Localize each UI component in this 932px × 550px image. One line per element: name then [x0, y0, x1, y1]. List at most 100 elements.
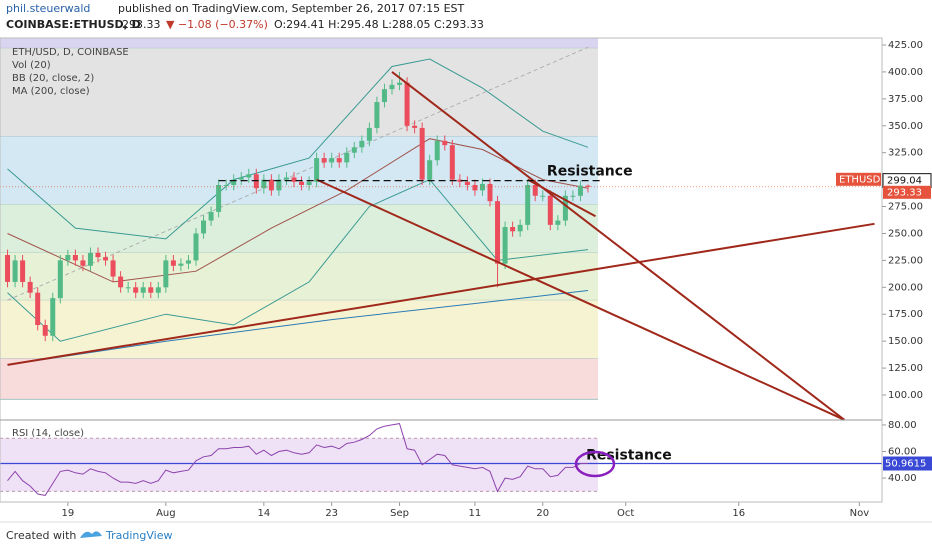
indicator-line — [7, 178, 589, 342]
candle-body — [314, 158, 320, 182]
candle-body — [103, 257, 109, 261]
candle-body — [351, 147, 357, 153]
candle-body — [442, 140, 448, 146]
candle-body — [404, 82, 410, 126]
candle-body — [246, 174, 252, 178]
fib-band — [0, 136, 598, 205]
x-tick-label: 16 — [732, 508, 745, 519]
indicator-line — [7, 138, 589, 283]
candle-body — [336, 158, 342, 163]
y-tick-label: 200.00 — [888, 282, 923, 293]
candle-body — [525, 185, 531, 225]
y-tick-label: 400.00 — [888, 67, 923, 78]
candle-body — [321, 158, 327, 163]
candle-body — [329, 158, 335, 163]
candle-body — [231, 179, 237, 186]
candle-body — [80, 260, 86, 266]
rsi-title: RSI (14, close) — [12, 428, 84, 439]
author: phil.steuerwald — [6, 2, 90, 15]
candle-body — [133, 287, 139, 293]
candle-body — [170, 260, 176, 266]
y-tick-label: 100.00 — [888, 390, 923, 401]
price-box-label: 299.04 — [887, 176, 922, 187]
candle-body — [87, 252, 93, 266]
candle-body — [72, 255, 78, 261]
candle-body — [570, 195, 576, 197]
candle-body — [201, 220, 207, 234]
y-tick-label: 60.00 — [888, 446, 917, 457]
candle-body — [208, 211, 214, 221]
candle-body — [487, 183, 493, 202]
candle-body — [502, 227, 508, 264]
candle-body — [457, 179, 463, 182]
candle-body — [57, 260, 63, 299]
price-pane: 100.00 125.00 150.00 175.00 200.00 225.00 250.… — [0, 38, 932, 519]
candle-body — [283, 177, 289, 180]
candle-body — [193, 233, 199, 261]
candle-body — [540, 195, 546, 197]
y-tick-label: 225.00 — [888, 255, 923, 266]
candle-body — [178, 263, 184, 266]
last-price-box — [883, 185, 931, 199]
y-tick-label: 350.00 — [888, 121, 923, 132]
candle-body — [50, 298, 56, 336]
legend-entry: Vol (20) — [12, 60, 51, 71]
indicator-line — [7, 290, 589, 366]
candle-body — [65, 255, 71, 261]
candle-body — [291, 177, 297, 182]
candle-body — [216, 185, 222, 212]
rsi-line — [7, 423, 588, 496]
candle-body — [12, 260, 18, 282]
candle-body — [223, 185, 229, 187]
fib-band — [0, 204, 598, 253]
candle-body — [389, 84, 395, 90]
x-tick-label: Aug — [156, 508, 176, 519]
trendline — [391, 71, 845, 421]
candle-body — [412, 125, 418, 128]
y-tick-label: 250.00 — [888, 228, 923, 239]
candle-body — [374, 102, 380, 128]
published: published on TradingView.com, September … — [118, 2, 465, 15]
x-tick-label: 20 — [536, 508, 549, 519]
x-tick-label: 23 — [325, 508, 338, 519]
candle-body — [140, 287, 146, 293]
rsi-band — [0, 438, 598, 492]
symbol-box — [836, 172, 881, 186]
candle-body — [5, 255, 11, 282]
legend-entry: ETH/USD, D, COINBASE — [12, 47, 129, 58]
candle-body — [434, 140, 440, 161]
y-tick-label: 275.00 — [888, 202, 923, 213]
candle-body — [547, 195, 553, 225]
y-tick-label: 325.00 — [888, 148, 923, 159]
candle-body — [517, 224, 523, 232]
x-tick-label: 11 — [469, 508, 482, 519]
candle-body — [268, 179, 274, 191]
candle-body — [276, 179, 282, 191]
candle-body — [585, 185, 591, 187]
candle-body — [155, 287, 161, 293]
candle-body — [306, 181, 312, 186]
symbol: COINBASE:ETHUSD, D — [6, 18, 141, 31]
y-tick-label: 125.00 — [888, 363, 923, 374]
trendline — [527, 178, 596, 218]
fib-band — [0, 300, 598, 359]
trendline — [316, 178, 845, 421]
x-tick-label: Sep — [390, 508, 409, 519]
candle-body — [95, 252, 101, 258]
resistance-text: Resistance — [547, 164, 633, 180]
rsi-level-label: 50.9615 — [885, 459, 926, 470]
pane-border — [0, 37, 883, 503]
candle-body — [344, 152, 350, 163]
candle-body — [397, 82, 403, 85]
x-tick-label: Nov — [850, 508, 870, 519]
logo — [80, 531, 102, 538]
candle-body — [359, 140, 365, 148]
ohlc: O:294.41 H:295.48 L:288.05 C:293.33 — [274, 18, 484, 31]
rsi-level-box — [883, 456, 932, 471]
candle-body — [427, 160, 433, 180]
candle-body — [479, 183, 485, 191]
x-tick-label: Oct — [617, 508, 634, 519]
candle-body — [381, 89, 387, 103]
candle-body — [238, 177, 244, 180]
legend-entry: BB (20, close, 2) — [12, 73, 94, 84]
